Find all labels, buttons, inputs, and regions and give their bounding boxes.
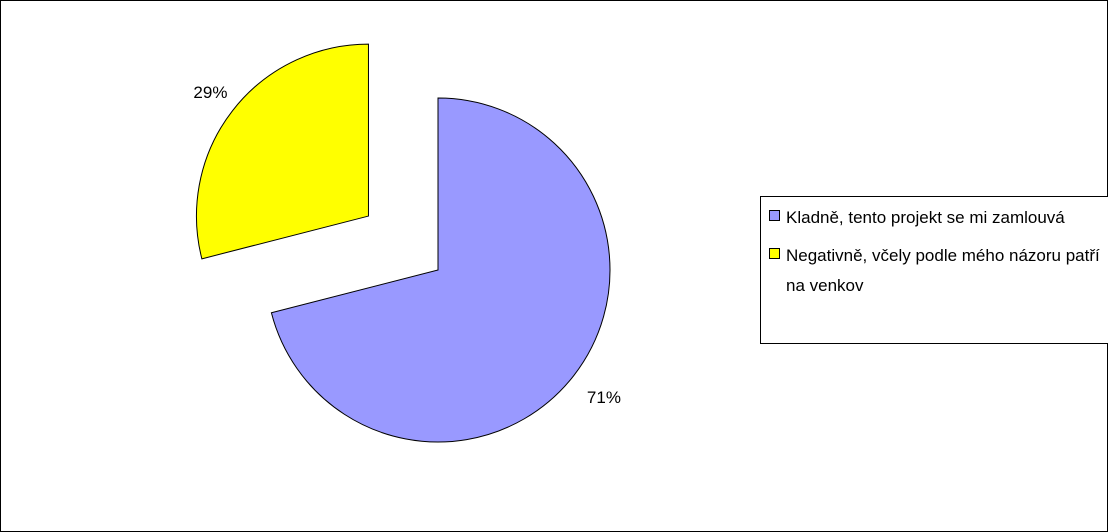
- pie-slice: [270, 97, 611, 443]
- legend: Kladně, tento projekt se mi zamlouvá Nega…: [760, 196, 1108, 344]
- legend-item: Negativně, včely podle mého názoru patří…: [769, 241, 1108, 301]
- data-label: 29%: [193, 83, 227, 102]
- legend-item: Kladně, tento projekt se mi zamlouvá: [769, 203, 1108, 233]
- legend-swatch: [769, 210, 780, 221]
- data-label: 71%: [587, 388, 621, 407]
- legend-label: Negativně, včely podle mého názoru patří…: [786, 246, 1100, 295]
- pie-slice: [195, 43, 369, 260]
- legend-swatch: [769, 248, 780, 259]
- legend-label: Kladně, tento projekt se mi zamlouvá: [786, 208, 1065, 227]
